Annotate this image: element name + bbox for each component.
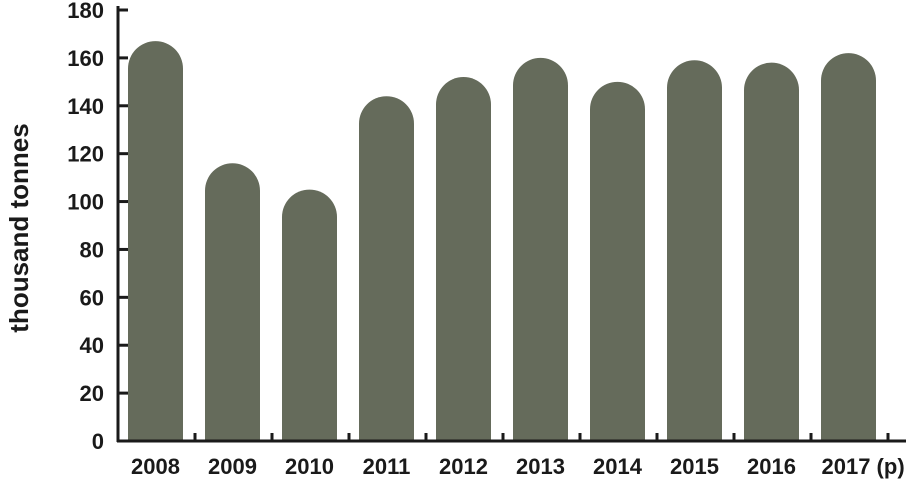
bar-2011 bbox=[359, 96, 414, 442]
y-tick-label: 0 bbox=[92, 429, 104, 454]
x-tick-label: 2012 bbox=[439, 454, 488, 479]
y-tick-label: 180 bbox=[67, 0, 104, 23]
bar-2009 bbox=[205, 163, 260, 441]
x-tick-label: 2017 (p) bbox=[822, 454, 905, 479]
y-ticks-group: 0 20 40 60 80 100 120 140 160 180 bbox=[67, 0, 128, 454]
bar-2012 bbox=[436, 77, 491, 442]
bar-2015 bbox=[667, 60, 722, 442]
bars-group bbox=[128, 41, 876, 442]
y-tick-label: 100 bbox=[67, 190, 104, 215]
bar-2010 bbox=[282, 189, 337, 441]
y-tick-label: 160 bbox=[67, 46, 104, 71]
x-tick-label: 2016 bbox=[747, 454, 796, 479]
x-tick-label: 2008 bbox=[131, 454, 180, 479]
y-tick-label: 120 bbox=[67, 142, 104, 167]
x-tick-label: 2015 bbox=[670, 454, 719, 479]
x-tick-label: 2010 bbox=[285, 454, 334, 479]
y-tick-label: 40 bbox=[80, 333, 104, 358]
x-ticks-group: 2008 2009 2010 2011 2012 2013 2014 2015 2016 2017… bbox=[116, 433, 905, 479]
x-tick-label: 2011 bbox=[363, 454, 411, 479]
bar-2013 bbox=[513, 57, 568, 441]
x-tick-label: 2014 bbox=[593, 454, 643, 479]
y-axis-title: thousand tonnes bbox=[4, 123, 34, 332]
bar-2008 bbox=[128, 41, 183, 441]
y-tick-label: 20 bbox=[80, 381, 104, 406]
bar-2017p bbox=[821, 53, 876, 441]
x-tick-label: 2013 bbox=[516, 454, 565, 479]
axes-group bbox=[116, 6, 906, 443]
y-tick-label: 140 bbox=[67, 94, 104, 119]
y-tick-label: 80 bbox=[80, 237, 104, 262]
bar-2014 bbox=[590, 81, 645, 441]
y-tick-label: 60 bbox=[80, 285, 104, 310]
bar-2016 bbox=[744, 62, 799, 441]
x-tick-label: 2009 bbox=[208, 454, 257, 479]
